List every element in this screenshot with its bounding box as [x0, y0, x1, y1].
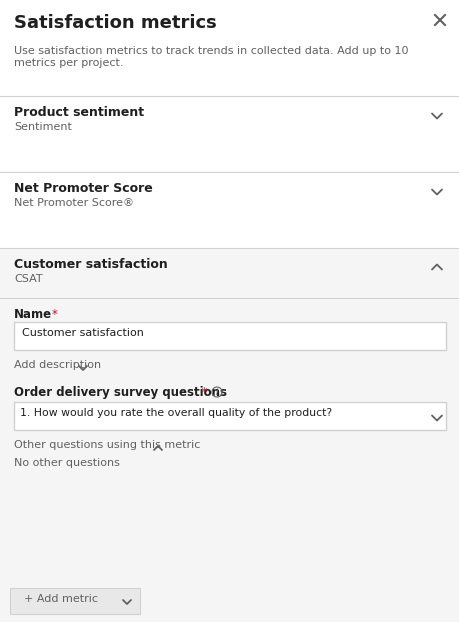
Text: Net Promoter Score®: Net Promoter Score® [14, 198, 134, 208]
Bar [14, 322, 445, 350]
Text: Sentiment: Sentiment [14, 122, 72, 132]
Text: CSAT: CSAT [14, 274, 43, 284]
Text: No other questions: No other questions [14, 458, 120, 468]
Text: Customer satisfaction: Customer satisfaction [14, 258, 168, 271]
Text: Other questions using this metric: Other questions using this metric [14, 440, 200, 450]
Bar [0, 580, 459, 622]
Text: Net Promoter Score: Net Promoter Score [14, 182, 152, 195]
Text: i: i [215, 388, 218, 397]
Text: Order delivery survey questions: Order delivery survey questions [14, 386, 226, 399]
Text: + Add metric: + Add metric [24, 594, 98, 604]
Bar [10, 588, 140, 614]
Text: *: * [52, 308, 58, 321]
Text: Satisfaction metrics: Satisfaction metrics [14, 14, 216, 32]
Text: Add description: Add description [14, 360, 101, 370]
Text: *: * [197, 386, 207, 399]
Bar [0, 248, 459, 580]
Bar [14, 402, 445, 430]
Text: 1. How would you rate the overall quality of the product?: 1. How would you rate the overall qualit… [20, 408, 331, 418]
Text: Name: Name [14, 308, 52, 321]
Text: Use satisfaction metrics to track trends in collected data. Add up to 10
metrics: Use satisfaction metrics to track trends… [14, 46, 408, 68]
Text: Customer satisfaction: Customer satisfaction [22, 328, 144, 338]
Text: Product sentiment: Product sentiment [14, 106, 144, 119]
